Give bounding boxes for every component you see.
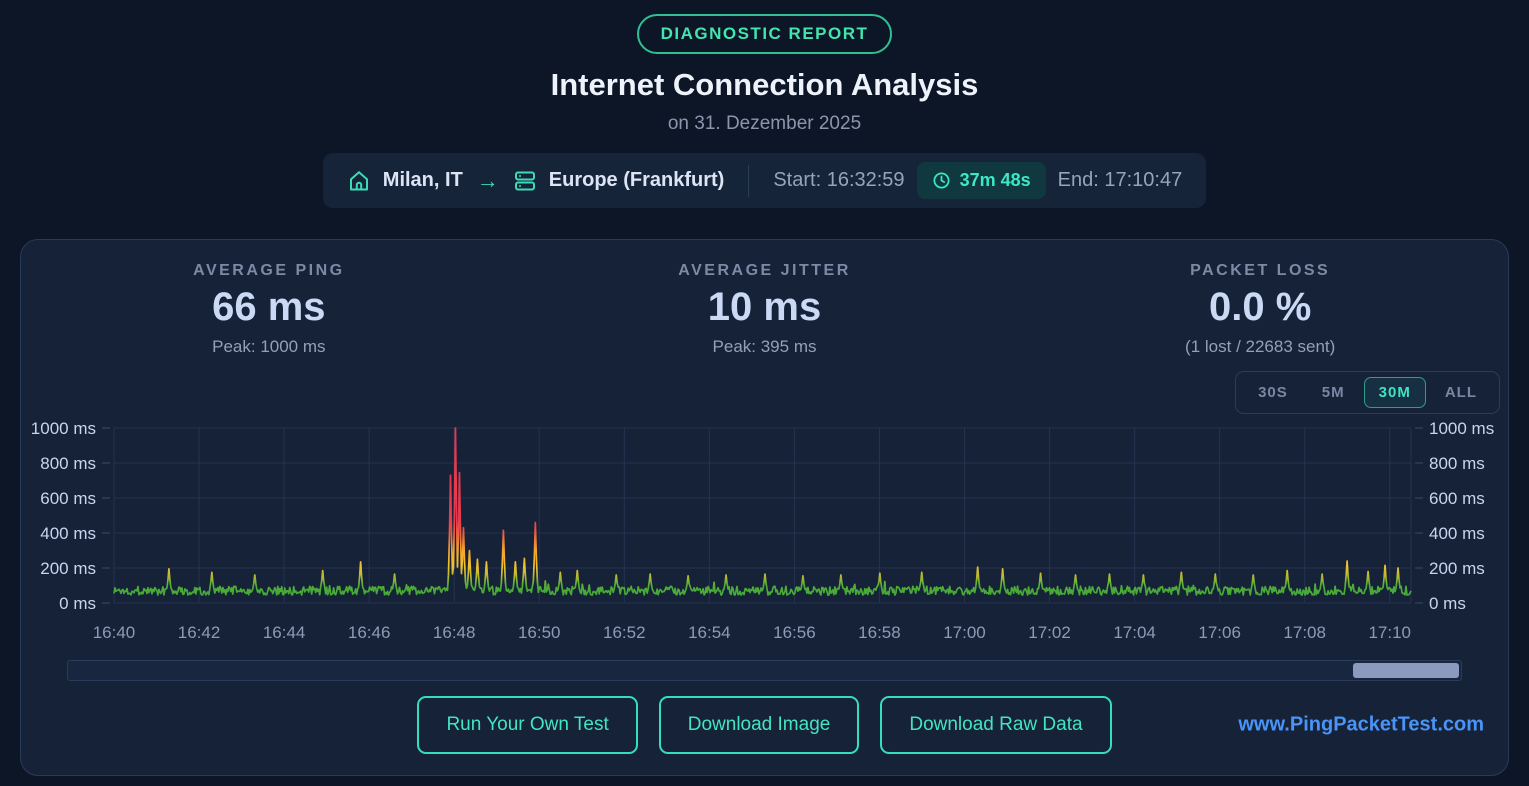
download-image-button[interactable]: Download Image (658, 696, 860, 754)
svg-text:16:42: 16:42 (178, 623, 221, 642)
svg-text:16:58: 16:58 (858, 623, 901, 642)
svg-text:200 ms: 200 ms (1429, 559, 1485, 578)
clock-icon (932, 171, 951, 190)
time-range-selector: 30S 5M 30M ALL (1235, 371, 1500, 414)
svg-text:17:02: 17:02 (1028, 623, 1071, 642)
home-icon (347, 169, 371, 193)
range-option-30m[interactable]: 30M (1363, 377, 1426, 408)
svg-text:17:06: 17:06 (1198, 623, 1241, 642)
stat-value: 10 ms (707, 285, 822, 329)
svg-text:16:40: 16:40 (93, 623, 136, 642)
svg-text:400 ms: 400 ms (1429, 524, 1485, 543)
end-value: 17:10:47 (1104, 169, 1183, 191)
arrow-right-icon: → (476, 167, 499, 193)
vertical-divider (748, 164, 750, 197)
duration-badge: 37m 48s (916, 162, 1046, 199)
range-option-5m[interactable]: 5M (1321, 384, 1345, 401)
svg-text:200 ms: 200 ms (40, 559, 96, 578)
stat-peak: Peak: 1000 ms (212, 337, 326, 356)
stat-label: PACKET LOSS (1190, 262, 1331, 279)
chart-scrollbar-track[interactable] (67, 660, 1462, 681)
svg-text:0 ms: 0 ms (1429, 594, 1466, 613)
svg-text:16:52: 16:52 (603, 623, 646, 642)
svg-text:16:46: 16:46 (348, 623, 391, 642)
download-raw-data-button[interactable]: Download Raw Data (880, 696, 1112, 754)
report-header: DIAGNOSTIC REPORT Internet Connection An… (0, 0, 1529, 135)
ping-chart: 0 ms 0 ms 200 ms 200 ms 400 ms 400 ms 600 ms 60… (31, 419, 1494, 642)
footer-row: Run Your Own Test Download Image Downloa… (21, 696, 1508, 754)
destination-location: Europe (Frankfurt) (548, 169, 725, 191)
stat-average-ping: AVERAGE PING 66 ms Peak: 1000 ms (21, 262, 517, 357)
start-label: Start: (773, 169, 822, 191)
stat-value: 0.0 % (1209, 285, 1312, 329)
svg-text:17:10: 17:10 (1368, 623, 1411, 642)
svg-text:1000 ms: 1000 ms (1429, 419, 1494, 438)
svg-text:16:56: 16:56 (773, 623, 816, 642)
report-card: AVERAGE PING 66 ms Peak: 1000 ms AVERAGE… (20, 239, 1509, 776)
start-time: Start: 16:32:59 (773, 169, 904, 192)
stat-average-jitter: AVERAGE JITTER 10 ms Peak: 395 ms (517, 262, 1013, 357)
stat-label: AVERAGE PING (193, 262, 345, 279)
stat-label: AVERAGE JITTER (678, 262, 851, 279)
chart-scrollbar-thumb[interactable] (1353, 663, 1459, 678)
svg-text:400 ms: 400 ms (40, 524, 96, 543)
svg-text:800 ms: 800 ms (1429, 454, 1485, 473)
run-test-button[interactable]: Run Your Own Test (417, 696, 638, 754)
server-icon (513, 169, 537, 193)
start-value: 16:32:59 (826, 169, 905, 191)
stat-value: 66 ms (212, 285, 326, 329)
connection-info-bar: Milan, IT → Europe (Frankfurt) Start: 16… (322, 153, 1207, 208)
svg-text:16:50: 16:50 (518, 623, 561, 642)
svg-text:16:54: 16:54 (688, 623, 731, 642)
duration-value: 37m 48s (959, 170, 1031, 190)
stat-packet-loss: PACKET LOSS 0.0 % (1 lost / 22683 sent) (1012, 262, 1508, 357)
diagnostic-report-badge: DIAGNOSTIC REPORT (636, 14, 893, 54)
svg-text:600 ms: 600 ms (40, 489, 96, 508)
source-location: Milan, IT (382, 169, 463, 191)
svg-text:16:48: 16:48 (433, 623, 476, 642)
svg-text:1000 ms: 1000 ms (31, 419, 96, 438)
svg-text:800 ms: 800 ms (40, 454, 96, 473)
svg-text:17:08: 17:08 (1283, 623, 1326, 642)
range-option-all[interactable]: ALL (1444, 384, 1477, 401)
svg-text:600 ms: 600 ms (1429, 489, 1485, 508)
stat-detail: (1 lost / 22683 sent) (1185, 337, 1336, 356)
report-date: on 31. Dezember 2025 (667, 113, 862, 134)
svg-text:16:44: 16:44 (263, 623, 306, 642)
end-label: End: (1057, 169, 1099, 191)
site-link[interactable]: www.PingPacketTest.com (1238, 713, 1484, 736)
stat-peak: Peak: 395 ms (712, 337, 817, 356)
svg-text:0 ms: 0 ms (59, 594, 96, 613)
page-title: Internet Connection Analysis (550, 67, 979, 102)
end-time: End: 17:10:47 (1058, 169, 1183, 192)
svg-text:17:04: 17:04 (1113, 623, 1156, 642)
stats-row: AVERAGE PING 66 ms Peak: 1000 ms AVERAGE… (21, 240, 1508, 357)
range-option-30s[interactable]: 30S (1258, 384, 1288, 401)
svg-text:17:00: 17:00 (943, 623, 986, 642)
